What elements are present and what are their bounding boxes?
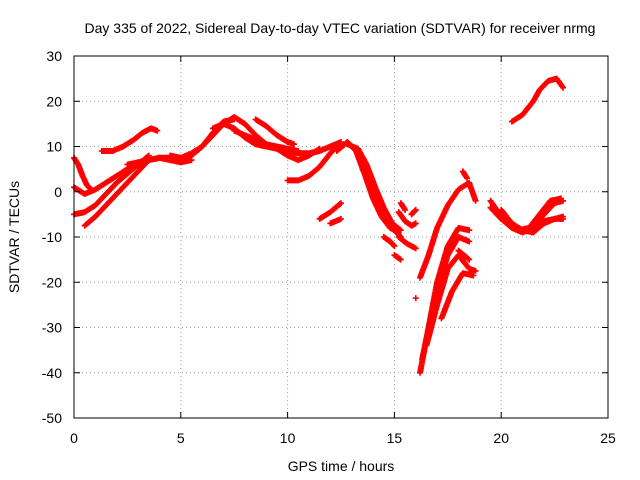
data-series xyxy=(417,179,479,281)
y-tick-label: -20 xyxy=(42,274,62,290)
y-tick-label: 10 xyxy=(46,139,62,155)
data-point xyxy=(412,245,419,252)
data-point xyxy=(466,227,473,234)
grid-lines xyxy=(74,56,608,418)
y-tick-label: 20 xyxy=(46,93,62,109)
data-point xyxy=(412,295,419,302)
data-series xyxy=(459,168,470,182)
data-series xyxy=(455,247,473,263)
data-point xyxy=(397,227,404,234)
data-point xyxy=(336,201,343,207)
y-tick-label: -30 xyxy=(42,320,62,336)
x-tick-label: 15 xyxy=(387,430,403,446)
data-series xyxy=(423,252,479,349)
axis-ticks: 0 5 10 15 20 25 30 20 10 0 -10 -20 -30 -40 -50 xyxy=(42,48,616,446)
data-point xyxy=(402,206,409,213)
y-tick-label: -50 xyxy=(42,410,62,426)
data-series xyxy=(412,295,419,302)
data-marks xyxy=(71,75,567,376)
data-series xyxy=(316,200,344,222)
data-point xyxy=(560,213,567,220)
y-tick-label: 0 xyxy=(54,184,62,200)
data-series xyxy=(397,200,409,213)
data-series xyxy=(498,206,567,236)
data-point xyxy=(316,145,323,152)
data-point xyxy=(466,238,473,245)
data-point xyxy=(412,220,419,227)
data-series xyxy=(231,127,302,154)
data-series xyxy=(391,252,404,263)
data-series xyxy=(395,209,419,229)
data-point xyxy=(560,84,567,91)
data-point xyxy=(464,175,470,182)
data-point xyxy=(154,127,161,134)
y-axis-label: SDTVAR / TECUs xyxy=(6,181,22,293)
data-point xyxy=(411,207,418,214)
data-series xyxy=(81,157,152,229)
data-point xyxy=(338,200,344,207)
data-point xyxy=(472,267,479,274)
data-series xyxy=(395,234,419,252)
data-point xyxy=(338,215,344,222)
y-tick-label: -40 xyxy=(42,365,62,381)
x-tick-label: 10 xyxy=(280,430,296,446)
x-axis-label: GPS time / hours xyxy=(288,458,395,474)
chart-title: Day 335 of 2022, Sidereal Day-to-day VTE… xyxy=(85,20,596,36)
data-point xyxy=(466,256,473,263)
data-series xyxy=(98,125,161,154)
data-series xyxy=(438,270,477,322)
x-tick-label: 20 xyxy=(493,430,509,446)
data-point xyxy=(338,139,344,145)
data-point xyxy=(291,141,297,148)
data-point xyxy=(390,242,397,249)
data-point xyxy=(465,255,472,262)
x-tick-label: 0 xyxy=(70,430,78,446)
y-tick-label: -10 xyxy=(42,229,62,245)
data-series xyxy=(380,234,398,250)
x-tick-label: 5 xyxy=(177,430,185,446)
x-tick-label: 25 xyxy=(600,430,616,446)
data-point xyxy=(412,206,419,213)
data-series xyxy=(408,206,419,218)
data-point xyxy=(558,195,564,202)
data-series xyxy=(508,75,567,125)
data-point xyxy=(391,243,398,250)
y-tick-label: 30 xyxy=(46,48,62,64)
data-point xyxy=(470,272,477,279)
data-point xyxy=(397,256,404,263)
data-point xyxy=(295,148,302,154)
data-series xyxy=(252,116,297,148)
data-point xyxy=(472,197,479,204)
data-series xyxy=(327,215,344,227)
